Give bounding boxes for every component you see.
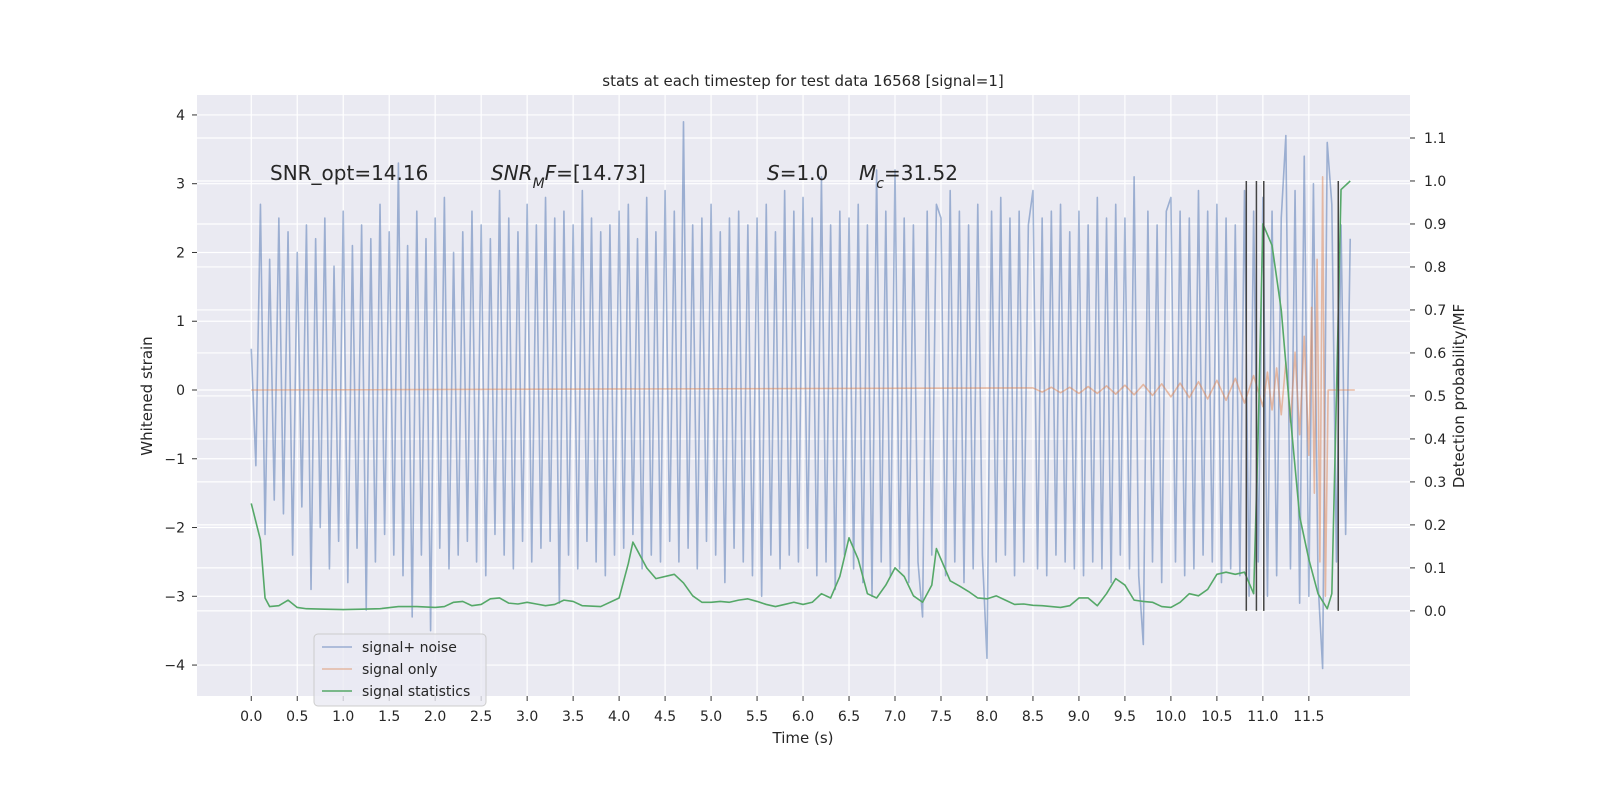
annotation-part: =[14.73]	[556, 161, 646, 185]
annotation-part: SNR	[491, 161, 533, 185]
x-tick-label: 1.5	[378, 709, 400, 725]
annotation-part: =1.0	[780, 161, 829, 185]
x-tick-label: 1.0	[332, 709, 354, 725]
legend-label: signal statistics	[362, 684, 470, 700]
y2-tick-label: 0.0	[1424, 604, 1446, 620]
y2-tick-label: 0.6	[1424, 346, 1446, 362]
legend: signal+ noise signal only signal statistic…	[313, 633, 487, 707]
y-axis-label: Whitened strain	[138, 336, 156, 455]
y2-tick-label: 0.2	[1424, 518, 1446, 534]
y2-tick-label: 0.1	[1424, 561, 1446, 577]
series-line	[250, 180, 1351, 611]
chart-title: stats at each timestep for test data 165…	[602, 72, 1003, 90]
x-tick-label: 7.0	[884, 709, 906, 725]
annotation-part: c	[876, 176, 884, 192]
x-tick-label: 9.5	[1114, 709, 1136, 725]
annotation-part: M	[859, 161, 876, 185]
x-tick-label: 6.5	[838, 709, 860, 725]
x-tick-label: 9.0	[1068, 709, 1090, 725]
y2-tick-label: 0.4	[1424, 432, 1446, 448]
annotation-part: F	[545, 161, 557, 185]
y2-tick-label: 1.0	[1424, 174, 1446, 190]
y2-axis-label: Detection probability/MF	[1450, 304, 1468, 488]
x-tick-label: 3.5	[562, 709, 584, 725]
y-tick-label: −1	[164, 452, 185, 468]
x-tick-label: 5.5	[746, 709, 768, 725]
y2-tick-label: 0.9	[1424, 217, 1446, 233]
x-tick-label: 6.0	[792, 709, 814, 725]
y-tick-label: −3	[164, 589, 185, 605]
y2-tick-label: 1.1	[1424, 131, 1446, 147]
y2-tick-label: 0.8	[1424, 260, 1446, 276]
y-tick-label: −2	[164, 521, 185, 537]
x-tick-label: 11.0	[1247, 709, 1278, 725]
x-tick-label: 2.5	[470, 709, 492, 725]
y-tick-label: 4	[176, 108, 185, 124]
legend-label: signal only	[362, 662, 437, 678]
x-tick-label: 11.5	[1293, 709, 1324, 725]
annotation-part: SNR_opt=14.16	[270, 161, 428, 185]
x-tick-label: 10.0	[1155, 709, 1186, 725]
x-tick-label: 5.0	[700, 709, 722, 725]
annotation: SNRMF=[14.73]	[491, 161, 646, 192]
annotation: SNR_opt=14.16	[270, 161, 428, 185]
annotation: S=1.0	[767, 161, 828, 185]
annotation-part: S	[767, 161, 780, 185]
annotation-part: =31.52	[884, 161, 958, 185]
y-tick-label: 1	[176, 314, 185, 330]
legend-label: signal+ noise	[362, 640, 457, 656]
x-tick-label: 4.0	[608, 709, 630, 725]
x-tick-label: 3.0	[516, 709, 538, 725]
y2-tick-label: 0.3	[1424, 475, 1446, 491]
overlay: 0.0 0.5 1.0 1.5 2.0 2.5 3.0 3.5 4.0 4.5 5.0 5.5 6.0 6…	[164, 108, 1446, 725]
y-tick-label: 0	[176, 383, 185, 399]
x-tick-label: 7.5	[930, 709, 952, 725]
annotation: Mc=31.52	[859, 161, 958, 192]
y-tick-label: 3	[176, 177, 185, 193]
series-line	[250, 121, 1352, 670]
y2-tick-label: 0.7	[1424, 303, 1446, 319]
x-tick-label: 10.5	[1201, 709, 1232, 725]
x-axis-label: Time (s)	[772, 729, 834, 747]
y2-tick-label: 0.5	[1424, 389, 1446, 405]
x-tick-label: 8.5	[1022, 709, 1044, 725]
x-tick-label: 0.5	[286, 709, 308, 725]
annotation-part: M	[533, 176, 545, 192]
y-tick-label: −4	[164, 658, 185, 674]
y-tick-label: 2	[176, 245, 185, 261]
x-tick-label: 0.0	[240, 709, 262, 725]
plot	[250, 121, 1355, 670]
legend-box	[313, 633, 487, 707]
x-tick-label: 8.0	[976, 709, 998, 725]
series-line	[251, 176, 1355, 598]
x-tick-label: 4.5	[654, 709, 676, 725]
x-tick-label: 2.0	[424, 709, 446, 725]
